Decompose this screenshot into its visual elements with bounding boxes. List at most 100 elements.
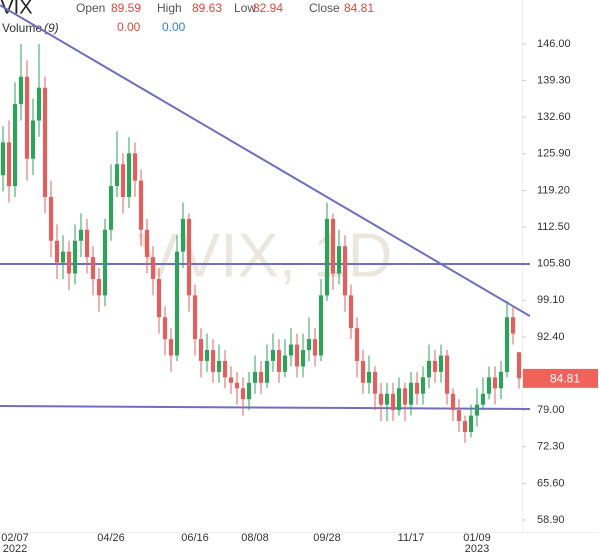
candle-body (426, 360, 432, 378)
x-tick-label: 02/07 (1, 532, 29, 544)
candle-body (198, 339, 204, 361)
candle-body (504, 317, 510, 372)
candle-body (432, 360, 438, 372)
candle-body (90, 257, 96, 279)
candle-body (414, 382, 420, 394)
candle-body (96, 278, 102, 296)
y-tick-label: 105.80 (537, 258, 571, 270)
candle-body (444, 355, 450, 394)
x-tick-label: 08/08 (241, 532, 269, 544)
x-tick-label: 04/26 (97, 532, 125, 544)
candle-body (180, 218, 186, 252)
y-tick-label: 99.10 (537, 294, 565, 306)
candle-body (348, 295, 354, 329)
candle-body (336, 246, 342, 274)
volume-label: Volume (2, 21, 42, 35)
candle-body (66, 251, 72, 274)
candle-body (372, 371, 378, 394)
candle-body (396, 388, 402, 411)
candle-body (306, 339, 312, 351)
candle-body (138, 180, 144, 230)
candle-body (378, 393, 384, 405)
candle-body (492, 377, 498, 389)
candle-body (498, 371, 504, 389)
symbol: VVIX (0, 0, 33, 18)
low-value: 82.94 (253, 1, 283, 15)
low-label: Low (234, 1, 256, 15)
candle-body (264, 360, 270, 383)
open-label: Open (76, 1, 105, 15)
candle-body (36, 87, 42, 121)
candle-body (516, 352, 522, 379)
y-tick-label: 132.60 (537, 111, 571, 123)
candle-body (186, 218, 192, 296)
y-tick-label: 146.00 (537, 38, 571, 50)
candle-body (234, 382, 240, 389)
y-tick-label: 58.90 (537, 514, 565, 526)
candle-body (402, 388, 408, 405)
price-label-box (523, 368, 598, 388)
candle-body (168, 339, 174, 356)
candle-body (216, 360, 222, 372)
candle-body (300, 350, 306, 367)
candle-body (102, 229, 108, 296)
x-year-label: 2022 (3, 543, 27, 555)
candle-body (462, 421, 468, 432)
candle-body (210, 350, 216, 372)
x-tick-label: 01/09 (463, 532, 491, 544)
candle-body (486, 377, 492, 394)
candle-body (354, 328, 360, 361)
candle-body (318, 295, 324, 356)
candle-body (24, 76, 30, 159)
candle-body (48, 197, 54, 241)
candle-body (288, 344, 294, 356)
candle-body (156, 278, 162, 318)
candle-body (480, 393, 486, 405)
candle-body (60, 251, 66, 263)
candle-body (114, 164, 120, 187)
candle-body (204, 350, 210, 361)
candle-body (0, 142, 6, 176)
candle-body (174, 251, 180, 356)
x-tick-label: 06/16 (181, 532, 209, 544)
candle-body (408, 382, 414, 405)
y-tick-label: 72.30 (537, 441, 565, 453)
candle-body (450, 393, 456, 411)
candle-body (120, 164, 126, 198)
candle-body (252, 371, 258, 383)
price-label: 84.81 (550, 372, 580, 386)
candle-body (18, 76, 24, 105)
volume-period: (9) (44, 21, 59, 35)
volume-value: 0.00 (162, 20, 186, 34)
candle-body (390, 393, 396, 411)
candle-body (342, 246, 348, 296)
y-tick-label: 65.60 (537, 477, 565, 489)
candle-body (126, 153, 132, 198)
candle-body (108, 186, 114, 230)
y-tick-label: 139.30 (537, 75, 571, 87)
y-tick-label: 112.50 (537, 221, 570, 233)
candle-body (468, 415, 474, 432)
candle-body (6, 142, 12, 187)
candle-body (144, 229, 150, 258)
candle-body (324, 218, 330, 296)
volume-value: 0.00 (117, 20, 141, 34)
candle-body (366, 371, 372, 383)
open-value: 89.59 (111, 1, 141, 15)
candle-body (240, 388, 246, 400)
candle-body (42, 87, 48, 198)
trendline (0, 404, 531, 411)
candle-body (474, 404, 480, 416)
candle-body (12, 104, 18, 187)
candle-body (162, 317, 168, 340)
candle-body (132, 153, 138, 181)
candle-body (72, 240, 78, 274)
candle-body (282, 355, 288, 372)
y-tick-label: 119.20 (537, 184, 570, 196)
candle-body (438, 355, 444, 372)
candle-body (510, 317, 516, 334)
candle-body (222, 360, 228, 378)
candle-body (30, 120, 36, 159)
y-tick-label: 92.40 (537, 331, 565, 343)
